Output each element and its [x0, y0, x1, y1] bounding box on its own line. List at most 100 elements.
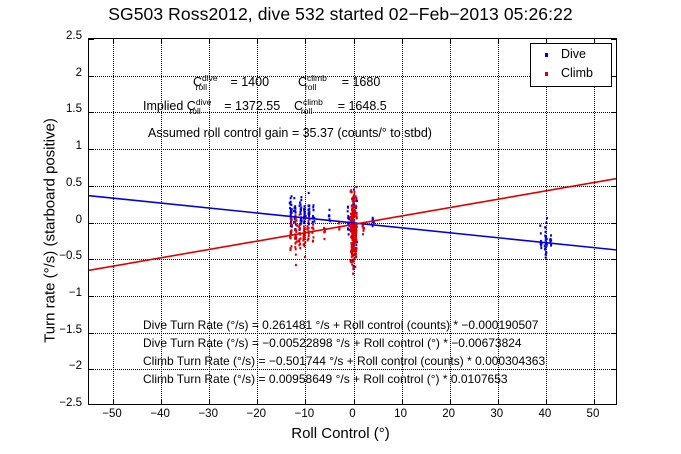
data-point: [354, 226, 357, 230]
gridline-y: [89, 149, 616, 151]
data-point: [290, 232, 293, 235]
annotation-c-climb: Cclimbroll = 1680: [298, 74, 380, 91]
gridline-y: [89, 112, 616, 114]
data-point: [355, 247, 358, 250]
data-point: [289, 217, 292, 220]
data-point: [300, 196, 303, 199]
data-point: [347, 233, 350, 236]
data-point: [294, 214, 297, 218]
data-point: [289, 196, 292, 200]
c-symbol: C: [186, 99, 196, 113]
data-point: [308, 218, 311, 221]
data-point: [351, 244, 353, 247]
data-point: [303, 213, 306, 216]
tick-x: [545, 399, 547, 404]
data-point: [290, 208, 293, 211]
data-point: [350, 190, 353, 194]
data-point: [355, 185, 358, 189]
tick-x: [113, 39, 115, 44]
data-point: [294, 217, 297, 220]
data-point: [312, 206, 315, 209]
data-point: [355, 239, 358, 242]
data-point: [355, 235, 357, 238]
legend-item-climb[interactable]: Climb: [531, 65, 613, 84]
data-point: [298, 238, 301, 241]
data-point: [350, 197, 353, 200]
tick-x: [305, 39, 307, 44]
data-point: [352, 211, 355, 215]
data-point: [290, 229, 293, 232]
data-point: [351, 214, 354, 217]
annotation-implied-dive: Implied Cdiveroll = 1372.55: [143, 98, 280, 115]
data-point: [352, 201, 355, 205]
data-point: [540, 246, 543, 250]
data-point: [290, 203, 293, 207]
data-point: [362, 229, 365, 232]
tick-x: [305, 399, 307, 404]
legend-item-dive[interactable]: Dive: [531, 46, 613, 65]
tick-x: [497, 39, 499, 44]
plot-area: [88, 38, 617, 405]
data-point: [294, 242, 297, 245]
regression-lines: [89, 177, 616, 272]
data-point: [355, 249, 357, 252]
data-point: [355, 231, 358, 234]
data-point: [349, 212, 352, 215]
data-point: [352, 196, 355, 199]
data-point: [540, 241, 543, 245]
x-tick-label: 50: [586, 408, 600, 420]
data-point: [354, 265, 357, 268]
tick-y: [89, 332, 94, 334]
data-point: [300, 222, 303, 225]
data-point: [351, 254, 354, 257]
gridline-x: [545, 39, 547, 404]
data-point: [289, 230, 292, 234]
tick-y: [89, 185, 94, 187]
c-symbol: C: [294, 99, 304, 113]
data-point: [307, 204, 310, 207]
data-point: [352, 267, 355, 271]
tick-x: [113, 399, 115, 404]
data-point: [303, 207, 306, 211]
data-point: [544, 234, 547, 237]
data-point: [298, 225, 300, 228]
data-point: [294, 220, 297, 223]
legend[interactable]: Dive Climb: [530, 43, 612, 87]
data-point: [303, 255, 306, 259]
data-point: [353, 197, 356, 201]
data-point: [307, 213, 310, 216]
data-point: [303, 205, 306, 208]
data-point: [348, 218, 351, 221]
data-point: [297, 239, 300, 243]
y-tick-label: 0.5: [66, 176, 82, 189]
tick-y: [611, 112, 616, 114]
gridline-y: [89, 332, 616, 334]
data-point: [352, 219, 354, 222]
c-symbol: C: [193, 75, 203, 89]
data-point: [354, 195, 357, 198]
data-point: [295, 229, 298, 232]
gridline-x: [401, 39, 403, 404]
data-point: [352, 232, 355, 236]
data-point: [291, 223, 293, 227]
data-point: [350, 217, 353, 220]
data-point: [289, 213, 292, 216]
data-point: [347, 206, 349, 209]
y-tick-label: 1.5: [66, 103, 82, 116]
gridline-x: [593, 39, 595, 404]
data-point: [312, 208, 315, 212]
data-point: [307, 226, 310, 229]
annotation-roll-gain: Assumed roll control gain = 35.37 (count…: [148, 126, 432, 140]
tick-x: [449, 399, 451, 404]
data-point: [351, 198, 354, 201]
y-tick-label: 0: [75, 213, 82, 226]
tick-x: [593, 39, 595, 44]
y-tick-label: 2.5: [66, 30, 82, 42]
gridline-x: [209, 39, 211, 404]
gridline-x: [449, 39, 451, 404]
gridline-y: [89, 295, 616, 297]
data-point: [352, 264, 355, 267]
figure-title: SG503 Ross2012, dive 532 started 02−Feb−…: [108, 4, 573, 24]
y-tick-label: −1: [68, 286, 82, 299]
